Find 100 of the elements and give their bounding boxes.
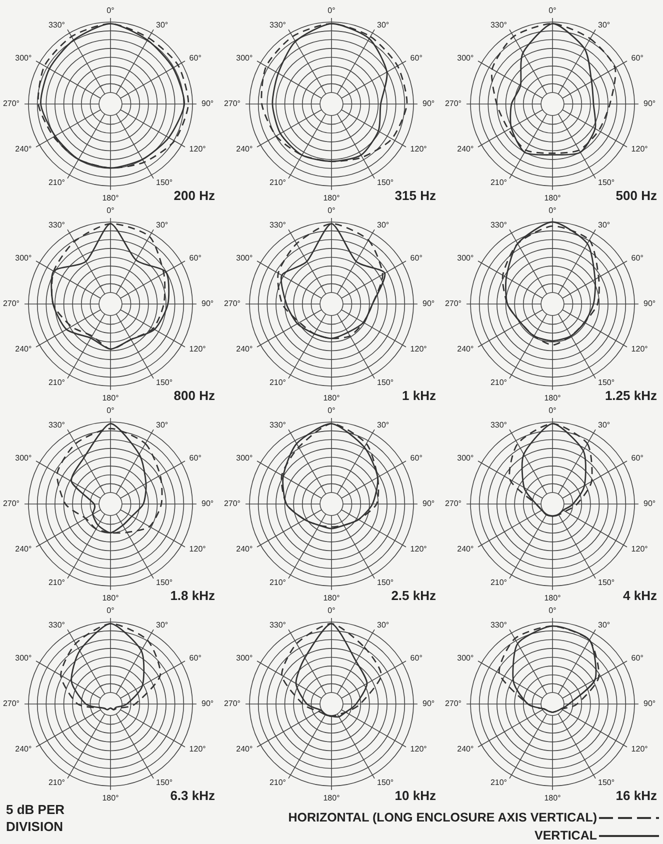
spoke-label: 150° [598, 178, 615, 187]
spoke-label: 270° [224, 99, 240, 108]
spoke-label: 240° [457, 744, 474, 754]
text: 1.8 kHz [170, 588, 216, 603]
spoke-label: 240° [236, 144, 253, 154]
spoke-label: 330° [490, 220, 507, 230]
spoke-label: 0° [106, 6, 114, 15]
spoke-label: 330° [48, 620, 65, 630]
spoke-label: 60° [189, 54, 202, 63]
spoke-label: 120° [410, 544, 427, 554]
spoke-label: 30° [377, 420, 390, 430]
spoke-label: 180° [544, 594, 561, 603]
spoke-label: 300° [236, 454, 253, 463]
spoke-label: 60° [189, 454, 202, 463]
spoke-label: 300° [457, 454, 474, 463]
spoke-label: 0° [548, 606, 556, 615]
spoke-label: 0° [106, 206, 114, 215]
spoke-label: 120° [410, 344, 427, 354]
spoke-label: 270° [2, 499, 20, 508]
spoke-label: 180° [102, 394, 119, 403]
spoke-label: 300° [236, 254, 253, 263]
spoke-label: 120° [189, 344, 206, 354]
spoke-label: 150° [598, 378, 615, 387]
spoke-label: 60° [631, 654, 644, 663]
spoke-label: 240° [15, 144, 32, 154]
spoke-label: 30° [377, 620, 390, 630]
spoke-label: 0° [548, 406, 556, 415]
spoke-label: 330° [269, 620, 286, 630]
spoke-label: 150° [598, 578, 615, 587]
spoke-label: 210° [490, 378, 507, 387]
text: 1.25 kHz [604, 388, 658, 403]
spoke-label: 150° [377, 178, 394, 187]
spoke-label: 90° [644, 299, 656, 308]
spoke-label: 300° [15, 254, 32, 263]
spoke-label: 90° [422, 499, 435, 508]
spoke-label: 60° [410, 254, 422, 263]
text: 10 kHz [394, 788, 436, 803]
spoke-label: 150° [156, 778, 173, 787]
spoke-label: 120° [189, 544, 206, 554]
text: 5 dB PER DIVISION [6, 802, 66, 834]
spoke-label: 240° [457, 144, 474, 154]
spoke-label: 210° [48, 778, 65, 787]
spoke-label: 300° [236, 654, 253, 663]
spoke-label: 180° [544, 794, 561, 803]
text: 315 Hz [394, 188, 436, 203]
spoke-label: 60° [410, 654, 422, 663]
spoke-label: 180° [102, 794, 119, 803]
spoke-label: 300° [15, 54, 32, 63]
spoke-label: 120° [189, 144, 206, 154]
spoke-label: 210° [490, 578, 507, 587]
spoke-label: 120° [631, 544, 648, 554]
spoke-label: 0° [328, 6, 336, 15]
spoke-label: 210° [48, 378, 65, 387]
spoke-label: 60° [631, 454, 644, 463]
spoke-label: 330° [269, 420, 286, 430]
spoke-label: 240° [15, 744, 32, 754]
spoke-label: 240° [457, 344, 474, 354]
spoke-label: 270° [2, 699, 20, 708]
spoke-label: 30° [156, 420, 168, 430]
spoke-label: 330° [269, 220, 286, 230]
spoke-label: 300° [457, 254, 474, 263]
text: 16 kHz [616, 788, 658, 803]
spoke-label: 180° [544, 394, 561, 403]
spoke-label: 330° [490, 420, 507, 430]
spoke-label: 120° [631, 144, 648, 154]
text: 500 Hz [616, 188, 658, 203]
spoke-label: 240° [236, 344, 253, 354]
spoke-label: 0° [548, 206, 556, 215]
spoke-label: 180° [323, 394, 340, 403]
spoke-label: 270° [444, 299, 462, 308]
spoke-label: 30° [598, 620, 610, 630]
spoke-label: 150° [377, 578, 394, 587]
spoke-label: 180° [323, 794, 340, 803]
spoke-label: 150° [377, 778, 394, 787]
spoke-label: 120° [189, 744, 206, 754]
spoke-label: 270° [444, 699, 462, 708]
spoke-label: 180° [102, 594, 119, 603]
spoke-label: 0° [106, 406, 114, 415]
spoke-label: 210° [490, 178, 507, 187]
spoke-label: 30° [377, 20, 390, 30]
spoke-label: 30° [156, 20, 168, 30]
spoke-label: 180° [323, 594, 340, 603]
spoke-label: 150° [598, 778, 615, 787]
spoke-label: 150° [156, 378, 173, 387]
spoke-label: 330° [48, 220, 65, 230]
spoke-label: 330° [490, 20, 507, 30]
spoke-label: 90° [202, 699, 214, 708]
spoke-label: 270° [444, 99, 462, 108]
spoke-label: 90° [644, 499, 656, 508]
spoke-label: 180° [544, 194, 561, 203]
text: 2.5 kHz [391, 588, 436, 603]
spoke-label: 60° [631, 54, 644, 63]
spoke-label: 240° [236, 544, 253, 554]
spoke-label: 90° [422, 299, 435, 308]
spoke-label: 300° [15, 454, 32, 463]
spoke-label: 30° [156, 620, 168, 630]
spoke-label: 120° [410, 744, 427, 754]
spoke-label: 90° [202, 99, 214, 108]
spoke-label: 0° [328, 606, 336, 615]
text: 200 Hz [174, 188, 216, 203]
